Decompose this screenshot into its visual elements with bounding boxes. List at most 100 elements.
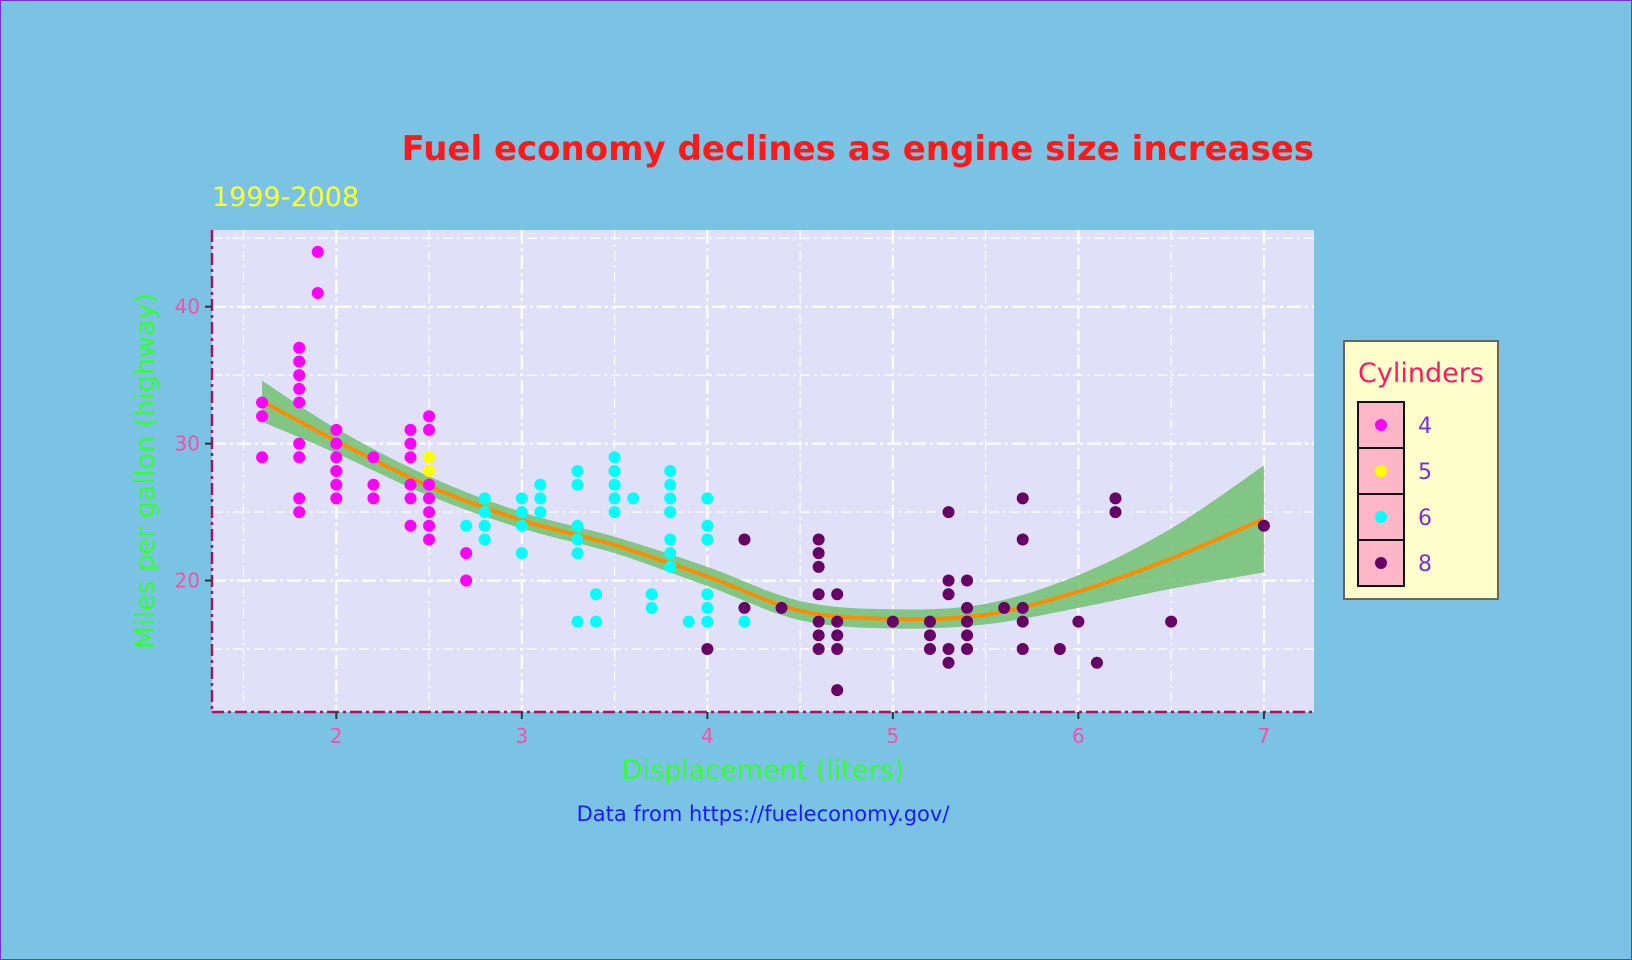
data-point <box>515 506 528 519</box>
data-point <box>571 519 584 532</box>
data-point <box>330 492 343 505</box>
data-point <box>608 465 621 477</box>
chart-title: Fuel economy declines as engine size inc… <box>402 129 1314 169</box>
data-point <box>701 615 714 628</box>
data-point <box>423 410 436 423</box>
data-point <box>961 643 974 656</box>
legend: Cylinders 4 5 6 8 <box>1343 340 1499 600</box>
data-point <box>293 341 306 354</box>
legend-key-swatch <box>1375 557 1387 569</box>
smooth-layer <box>261 380 1265 629</box>
data-point <box>293 451 306 464</box>
data-point <box>738 615 751 628</box>
y-axis-title: Miles per gallon (highway) <box>130 293 161 649</box>
data-point <box>571 478 584 491</box>
data-point <box>423 451 436 464</box>
data-point <box>664 506 677 519</box>
data-point <box>590 588 603 601</box>
data-point <box>886 615 899 628</box>
data-point <box>1016 615 1029 628</box>
data-point <box>1109 506 1122 519</box>
data-point <box>256 396 269 409</box>
points-layer <box>256 245 1270 697</box>
data-point <box>1090 656 1103 669</box>
data-point <box>1016 492 1029 505</box>
data-point <box>942 574 955 587</box>
data-point <box>1165 615 1178 628</box>
confidence-band <box>262 380 1264 629</box>
data-point <box>1109 492 1122 505</box>
data-point <box>404 519 417 532</box>
data-point <box>423 519 436 532</box>
data-point <box>404 423 417 436</box>
data-point <box>367 478 380 491</box>
data-point <box>460 547 473 560</box>
x-tick-label: 7 <box>1258 724 1271 748</box>
x-axis-title: Displacement (liters) <box>622 755 905 786</box>
data-point <box>942 506 955 519</box>
data-point <box>311 286 324 299</box>
data-point <box>478 533 491 546</box>
data-point <box>423 533 436 546</box>
data-point <box>423 492 436 505</box>
data-point <box>831 684 844 697</box>
data-point <box>534 478 547 491</box>
data-point <box>831 629 844 642</box>
data-point <box>701 519 714 532</box>
data-point <box>664 492 677 505</box>
data-point <box>571 547 584 560</box>
x-tick-label: 6 <box>1072 724 1085 748</box>
data-point <box>330 451 343 464</box>
data-point <box>423 506 436 519</box>
legend-label: 5 <box>1418 460 1432 485</box>
y-tick-label: 30 <box>175 432 200 456</box>
data-point <box>812 629 825 642</box>
data-point <box>293 437 306 450</box>
data-point <box>812 533 825 546</box>
data-point <box>515 519 528 532</box>
data-point <box>738 533 751 546</box>
data-point <box>590 615 603 628</box>
data-point <box>738 601 751 614</box>
data-point <box>515 492 528 505</box>
data-point <box>404 492 417 505</box>
data-point <box>460 519 473 532</box>
data-point <box>330 478 343 491</box>
data-point <box>478 506 491 519</box>
data-point <box>293 369 306 382</box>
data-point <box>478 492 491 505</box>
data-point <box>942 656 955 669</box>
data-point <box>423 465 436 477</box>
data-point <box>293 355 306 368</box>
x-tick-label: 5 <box>886 724 899 748</box>
chart-caption: Data from https://fueleconomy.gov/ <box>577 802 951 826</box>
data-point <box>812 588 825 601</box>
data-point <box>923 629 936 642</box>
data-point <box>701 533 714 546</box>
data-point <box>961 629 974 642</box>
data-point <box>608 451 621 464</box>
legend-label: 4 <box>1418 414 1432 439</box>
legend-label: 6 <box>1418 506 1432 531</box>
data-point <box>423 423 436 436</box>
data-point <box>571 615 584 628</box>
legend-keys: 4 5 6 8 <box>1357 401 1432 587</box>
data-point <box>627 492 640 505</box>
data-point <box>330 465 343 477</box>
data-point <box>831 643 844 656</box>
data-point <box>256 410 269 423</box>
data-point <box>812 615 825 628</box>
data-point <box>812 560 825 573</box>
data-point <box>1016 601 1029 614</box>
data-point <box>664 478 677 491</box>
data-point <box>831 588 844 601</box>
data-point <box>812 643 825 656</box>
data-point <box>460 574 473 587</box>
data-point <box>311 245 324 258</box>
data-point <box>534 506 547 519</box>
x-tick-label: 2 <box>330 724 343 748</box>
data-point <box>701 601 714 614</box>
legend-key-swatch <box>1375 511 1387 523</box>
data-point <box>571 465 584 477</box>
data-point <box>608 506 621 519</box>
